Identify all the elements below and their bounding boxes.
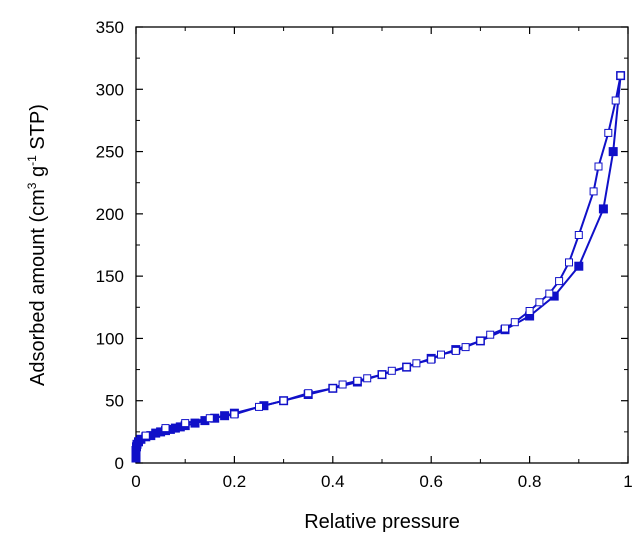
y-tick-label: 0 [115,454,124,473]
desorption-point [279,396,288,405]
adsorption-point [608,147,618,157]
x-tick-label: 0.8 [518,472,542,491]
desorption-point [574,231,583,239]
desorption-point [387,366,396,375]
desorption-point [181,419,190,428]
desorption-point [451,346,460,355]
adsorption-point [598,204,608,214]
x-tick-labels: 0 0.2 0.4 0.6 0.8 1 [131,472,632,491]
x-tick-label: 0.2 [223,472,247,491]
axis-ticks [135,26,629,464]
y-tick-label: 300 [96,80,124,99]
desorption-point [604,128,613,137]
series-line-2 [145,75,622,437]
desorption-point [589,187,598,196]
desorption-point [616,71,625,80]
x-tick-label: 1 [623,472,632,491]
desorption-point [353,376,362,385]
desorption-point [304,389,313,398]
series-lines [135,75,622,458]
desorption-point [205,414,214,423]
y-tick-label: 150 [96,267,124,286]
adsorption-point [574,261,584,271]
x-tick-label: 0.4 [321,472,345,491]
desorption-point [378,370,386,379]
desorption-point [535,298,544,307]
desorption-point [555,277,564,286]
desorption-point [594,162,603,171]
x-tick-label: 0.6 [419,472,443,491]
desorption-point [461,343,470,352]
desorption-point [412,359,421,368]
y-tick-label: 350 [96,18,124,37]
desorption-point [437,350,445,359]
desorption-point [476,336,485,345]
desorption-point [328,384,337,393]
y-tick-labels: 0 50 100 150 200 250 300 350 [96,18,124,473]
desorption-point [161,424,170,433]
y-axis-title: Adsorbed amount (cm3 g-1 STP) [25,104,49,386]
plot-frame [135,26,629,464]
series-points [131,71,626,463]
y-tick-label: 250 [96,143,124,162]
desorption-point [545,289,554,298]
desorption-point [525,307,534,315]
x-axis-title: Relative pressure [304,511,460,533]
adsorption-point [190,418,200,428]
y-tick-label: 100 [96,329,124,348]
series-line-1 [135,75,622,458]
desorption-point [486,330,495,339]
desorption-point [363,374,372,383]
x-tick-label: 0 [131,472,140,491]
desorption-point [565,258,573,267]
desorption-point [141,431,150,440]
desorption-point [255,402,263,411]
desorption-point [427,355,436,364]
y-tick-label: 50 [105,392,124,411]
desorption-point [611,96,620,105]
desorption-point [402,363,411,372]
desorption-point [230,410,239,419]
desorption-point [338,380,347,389]
y-tick-label: 200 [96,205,124,224]
adsorption-point [220,411,230,421]
desorption-point [510,318,519,327]
desorption-point [501,324,509,333]
